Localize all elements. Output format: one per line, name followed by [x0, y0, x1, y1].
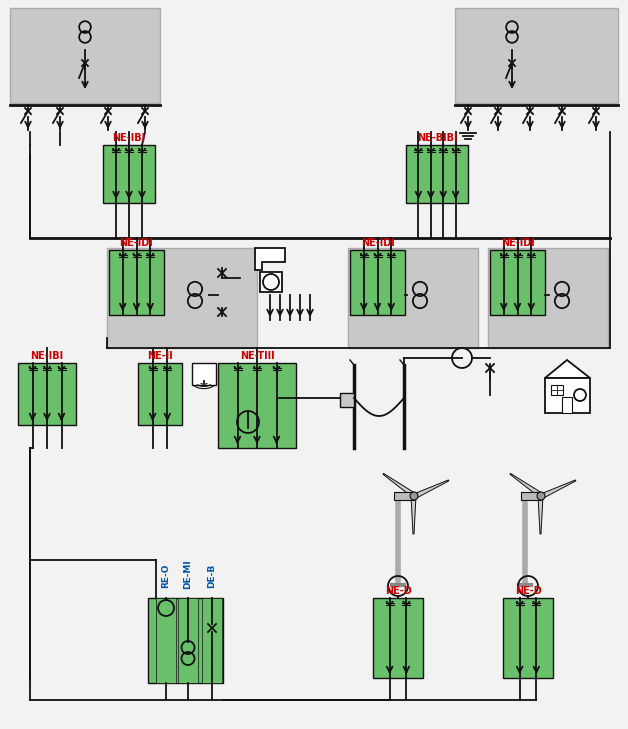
- Polygon shape: [538, 496, 543, 534]
- Text: NE-IBI: NE-IBI: [112, 133, 146, 143]
- Bar: [373, 598, 423, 678]
- Bar: [202, 598, 222, 683]
- Bar: [490, 250, 545, 315]
- Bar: [503, 598, 553, 678]
- Bar: [488, 248, 608, 348]
- Polygon shape: [255, 248, 285, 270]
- Text: NE-IBI: NE-IBI: [30, 351, 63, 361]
- Text: RE-O: RE-O: [161, 564, 170, 588]
- Bar: [350, 250, 405, 315]
- Text: NE-TIII: NE-TIII: [240, 351, 274, 361]
- Text: DE-B: DE-B: [207, 564, 217, 588]
- Text: NE-IDI: NE-IDI: [119, 238, 153, 248]
- Polygon shape: [383, 473, 416, 498]
- Bar: [192, 363, 216, 385]
- Bar: [103, 145, 155, 203]
- Bar: [107, 248, 257, 348]
- Bar: [138, 363, 182, 425]
- Text: DE-MI: DE-MI: [183, 559, 193, 589]
- Bar: [562, 397, 572, 413]
- Bar: [348, 248, 478, 348]
- Text: NE-IDI: NE-IDI: [501, 238, 534, 248]
- Bar: [551, 385, 563, 395]
- Bar: [521, 492, 541, 500]
- Polygon shape: [510, 473, 543, 498]
- Bar: [109, 250, 164, 315]
- Bar: [455, 8, 618, 103]
- Bar: [394, 492, 414, 500]
- Text: NE-IDI: NE-IDI: [360, 238, 394, 248]
- Polygon shape: [413, 480, 449, 499]
- Text: NE-BIBI: NE-BIBI: [417, 133, 457, 143]
- Text: NE-D: NE-D: [514, 586, 541, 596]
- Bar: [406, 145, 468, 203]
- Circle shape: [410, 492, 418, 500]
- Bar: [178, 598, 198, 683]
- Bar: [260, 272, 282, 292]
- Bar: [148, 598, 223, 683]
- Bar: [340, 393, 354, 407]
- Circle shape: [537, 492, 545, 500]
- Text: NE-D: NE-D: [384, 586, 411, 596]
- Bar: [156, 598, 176, 683]
- Bar: [218, 363, 296, 448]
- Text: NE-II: NE-II: [147, 351, 173, 361]
- Bar: [10, 8, 160, 103]
- Polygon shape: [411, 496, 416, 534]
- Bar: [545, 378, 590, 413]
- Bar: [18, 363, 76, 425]
- Polygon shape: [540, 480, 576, 499]
- Polygon shape: [545, 360, 590, 378]
